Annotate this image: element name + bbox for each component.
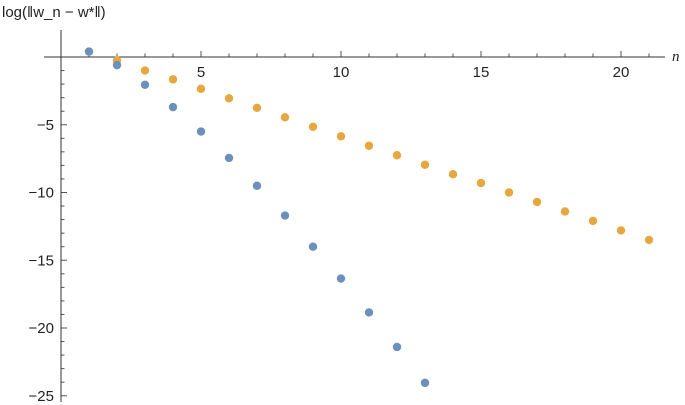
data-point xyxy=(420,378,430,388)
data-point xyxy=(168,75,178,84)
data-point xyxy=(392,342,402,352)
data-point xyxy=(168,102,178,112)
data-point xyxy=(252,181,262,190)
data-point xyxy=(420,160,430,169)
data-point xyxy=(112,60,122,70)
data-point xyxy=(364,308,374,317)
data-point xyxy=(280,113,290,122)
y-tick-label: −25 xyxy=(29,388,54,405)
data-point xyxy=(560,207,570,216)
data-point xyxy=(196,127,206,136)
y-tick-label: −10 xyxy=(29,185,54,202)
data-point xyxy=(308,242,318,251)
y-tick-label: −20 xyxy=(29,320,54,337)
data-point xyxy=(364,141,374,150)
data-point xyxy=(448,170,458,179)
data-point xyxy=(140,80,150,89)
data-points xyxy=(84,47,654,388)
data-point xyxy=(504,188,514,197)
x-tick-label: 10 xyxy=(333,64,350,81)
data-point xyxy=(224,94,234,103)
data-point xyxy=(224,153,234,163)
x-tick-label: 20 xyxy=(613,64,630,81)
data-point xyxy=(196,84,206,94)
tick-labels: 5 10 15 20 −5 −10 −15 −20 −25 xyxy=(29,64,630,405)
data-point xyxy=(336,132,346,141)
data-point xyxy=(392,151,402,160)
data-point xyxy=(476,178,486,188)
data-point xyxy=(280,211,290,220)
y-axis-title: log(‖w_n − w*‖) xyxy=(2,4,106,21)
x-tick-label: 15 xyxy=(473,64,490,81)
data-point xyxy=(336,274,346,283)
data-point xyxy=(588,216,598,226)
data-point xyxy=(140,66,150,75)
data-point xyxy=(84,47,94,56)
x-axis-title: n xyxy=(672,49,680,65)
y-tick-label: −5 xyxy=(37,117,54,134)
x-tick-label: 5 xyxy=(197,64,205,81)
y-tick-label: −15 xyxy=(29,252,54,269)
data-point xyxy=(532,197,542,207)
data-point xyxy=(308,122,318,131)
data-point xyxy=(252,103,262,113)
data-point xyxy=(616,226,626,235)
data-point xyxy=(644,235,654,245)
axis-ticks xyxy=(60,51,650,397)
